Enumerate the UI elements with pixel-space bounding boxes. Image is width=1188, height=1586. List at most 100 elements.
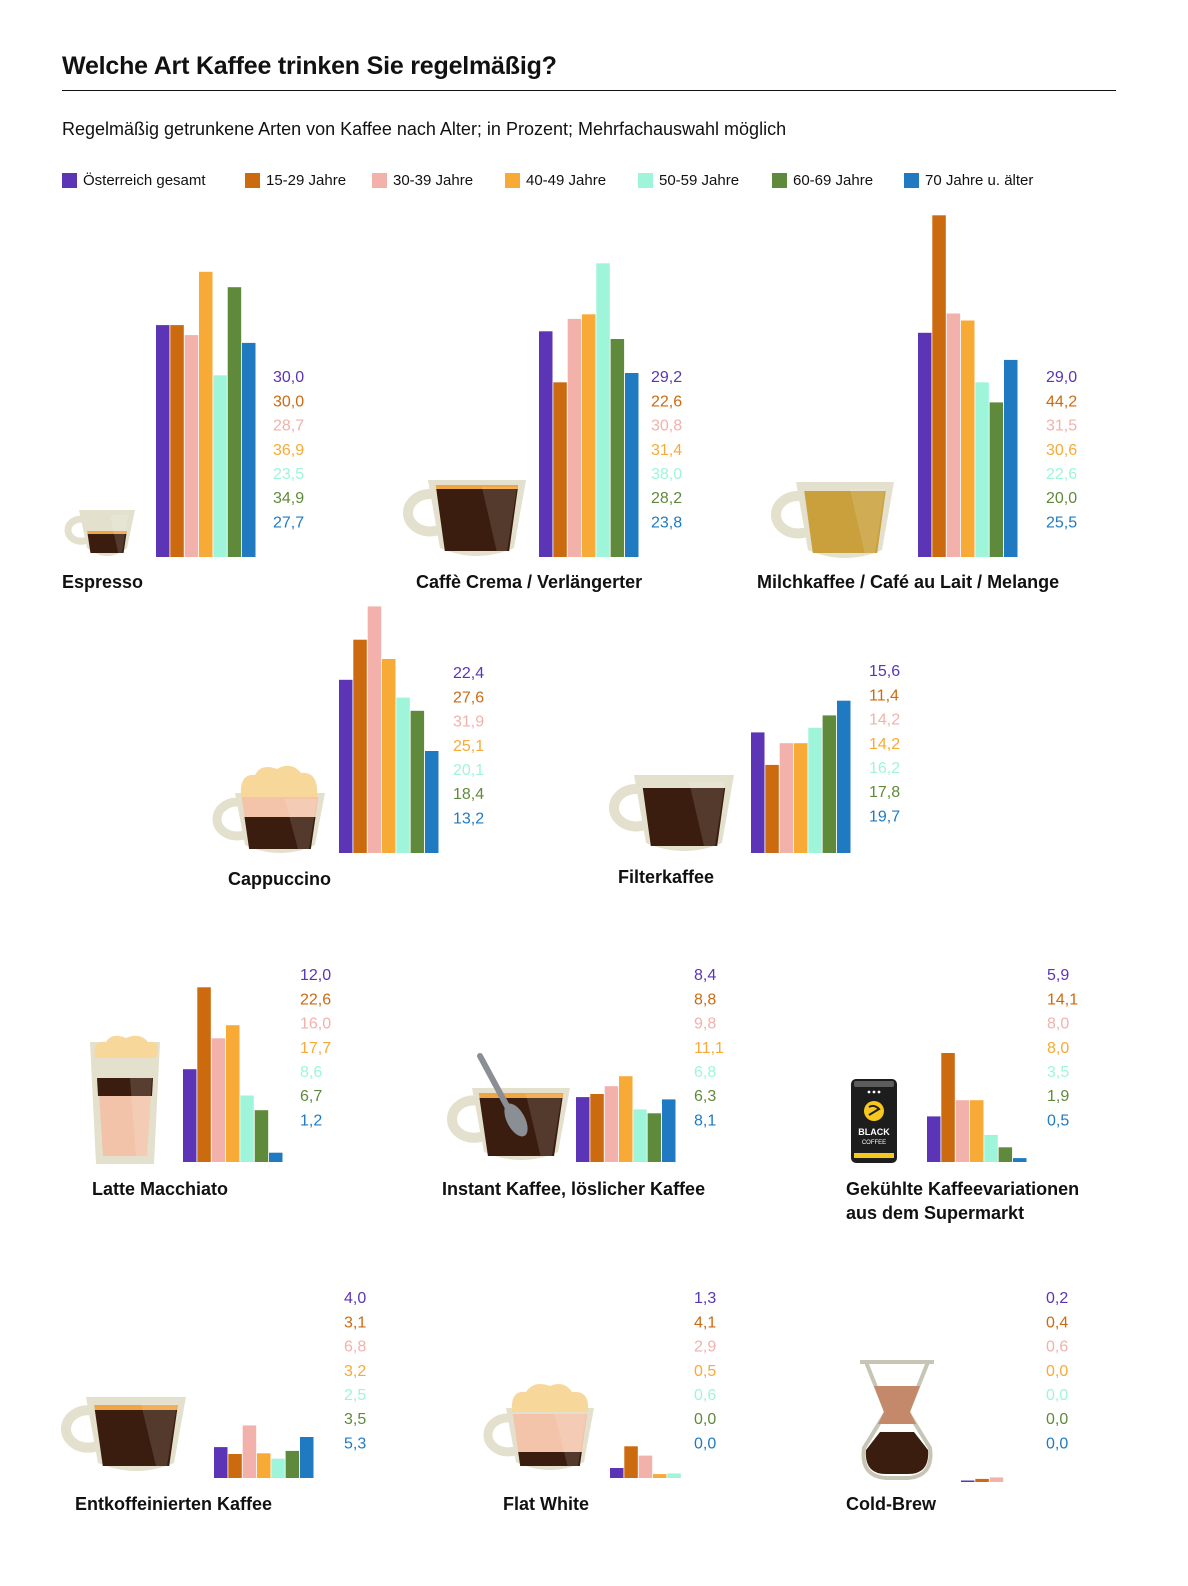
- bar: [576, 1097, 590, 1162]
- category-label: Cold-Brew: [846, 1494, 937, 1514]
- value-label: 30,8: [651, 418, 682, 435]
- bar: [998, 1147, 1013, 1162]
- value-label: 0,0: [694, 1411, 716, 1428]
- value-label: 8,0: [1047, 1016, 1069, 1033]
- bar: [822, 715, 837, 853]
- bar: [610, 1468, 624, 1478]
- legend-label: 30-39 Jahre: [393, 172, 474, 189]
- value-label: 4,0: [344, 1290, 366, 1307]
- value-label: 31,4: [651, 442, 682, 459]
- bar: [242, 342, 256, 557]
- value-label: 27,6: [453, 689, 484, 706]
- value-label: 3,5: [344, 1411, 366, 1428]
- value-label: 18,4: [453, 786, 484, 803]
- bar: [567, 318, 582, 557]
- value-label: 0,2: [1046, 1290, 1068, 1307]
- bar: [539, 331, 553, 557]
- legend-item: 30-39 Jahre: [372, 172, 473, 189]
- category-label: aus dem Supermarkt: [846, 1203, 1024, 1223]
- bar: [667, 1473, 681, 1478]
- value-label: 12,0: [300, 967, 331, 984]
- bar: [184, 335, 199, 557]
- bar: [927, 1116, 941, 1162]
- chart-title: Welche Art Kaffee trinken Sie regelmäßig…: [62, 52, 557, 80]
- value-label: 23,5: [273, 466, 304, 483]
- bar: [932, 215, 946, 558]
- value-label: 14,2: [869, 712, 900, 729]
- bar: [794, 743, 808, 853]
- value-label: 3,1: [344, 1314, 366, 1331]
- legend-swatch: [772, 173, 787, 188]
- title-divider: [62, 90, 1116, 91]
- legend-item: Österreich gesamt: [62, 172, 206, 189]
- bar: [625, 373, 639, 557]
- legend-swatch: [245, 173, 260, 188]
- legend-label: 70 Jahre u. älter: [925, 172, 1034, 189]
- bar: [590, 1094, 604, 1162]
- bar: [984, 1134, 998, 1162]
- value-label: 25,5: [1046, 514, 1077, 531]
- bar: [751, 732, 765, 853]
- value-label: 30,0: [273, 393, 304, 410]
- value-label: 44,2: [1046, 393, 1077, 410]
- bar: [156, 325, 170, 557]
- legend-item: 60-69 Jahre: [772, 172, 873, 189]
- value-label: 28,2: [651, 490, 682, 507]
- bar: [227, 287, 242, 557]
- cold-brew-carafe-icon: [860, 1360, 934, 1480]
- bar: [989, 402, 1004, 557]
- value-label: 22,6: [300, 991, 331, 1008]
- bar: [647, 1113, 662, 1162]
- category-label: Caffè Crema / Verlängerter: [416, 572, 642, 592]
- legend-swatch: [372, 173, 387, 188]
- chart-panel: 0,2 0,4 0,6 0,0 0,0 0,0 0,0 Cold-Brew: [846, 1290, 1068, 1514]
- value-label: 22,4: [453, 665, 484, 682]
- bar: [975, 1478, 989, 1482]
- chart-panel: 8,4 8,8 9,8 11,1 6,8 6,3 8,1 Instant Kaffee, lö…: [442, 967, 724, 1199]
- bar: [765, 764, 779, 853]
- bar: [396, 697, 410, 853]
- value-label: 8,4: [694, 967, 716, 984]
- bar: [989, 1477, 1004, 1482]
- bar: [339, 679, 353, 853]
- value-label: 29,0: [1046, 369, 1077, 386]
- legend-item: 70 Jahre u. älter: [904, 172, 1033, 189]
- legend-item: 15-29 Jahre: [245, 172, 346, 189]
- category-label: Gekühlte Kaffeevariationen: [846, 1179, 1079, 1199]
- legend-swatch: [638, 173, 653, 188]
- value-label: 8,6: [300, 1064, 322, 1081]
- bar: [553, 382, 567, 557]
- value-label: 11,4: [869, 687, 899, 704]
- value-label: 0,6: [694, 1387, 716, 1404]
- bar: [961, 320, 975, 557]
- category-label: Espresso: [62, 572, 143, 592]
- bar: [269, 1152, 283, 1162]
- value-label: 11,1: [694, 1040, 724, 1057]
- bar: [367, 606, 382, 853]
- espresso-cup-icon: [64, 510, 135, 556]
- legend-label: 50-59 Jahre: [659, 172, 740, 189]
- category-label: Milchkaffee / Café au Lait / Melange: [757, 572, 1059, 592]
- chart-panel: 29,0 44,2 31,5 30,6 22,6 20,0 25,5 Milchkaffee …: [757, 215, 1077, 592]
- value-label: 17,7: [300, 1040, 331, 1057]
- value-label: 0,0: [694, 1435, 716, 1452]
- value-label: 9,8: [694, 1016, 716, 1033]
- bar: [183, 1069, 197, 1162]
- value-label: 30,6: [1046, 442, 1077, 459]
- milk-coffee-cup-icon: [771, 482, 894, 558]
- chart-panel: 5,9 14,1 8,0 8,0 3,5 1,9 0,5 Gekühlte Kaffeevar…: [846, 967, 1079, 1223]
- value-label: 29,2: [651, 369, 682, 386]
- value-label: 27,7: [273, 514, 304, 531]
- value-label: 0,0: [1046, 1363, 1068, 1380]
- bar: [837, 700, 851, 853]
- value-label: 16,0: [300, 1016, 331, 1033]
- chart-panel: 12,0 22,6 16,0 17,7 8,6 6,7 1,2 Latte Macchiato: [92, 967, 331, 1199]
- value-label: 15,6: [869, 663, 900, 680]
- bar: [638, 1455, 653, 1478]
- legend-item: 50-59 Jahre: [638, 172, 739, 189]
- flat-white-cup-icon: [483, 1384, 594, 1470]
- chart-panel: 22,4 27,6 31,9 25,1 20,1 18,4 13,2 Cappuccino: [228, 606, 484, 889]
- value-label: 13,2: [453, 810, 484, 827]
- bar: [1013, 1158, 1027, 1162]
- value-label: 20,1: [453, 762, 484, 779]
